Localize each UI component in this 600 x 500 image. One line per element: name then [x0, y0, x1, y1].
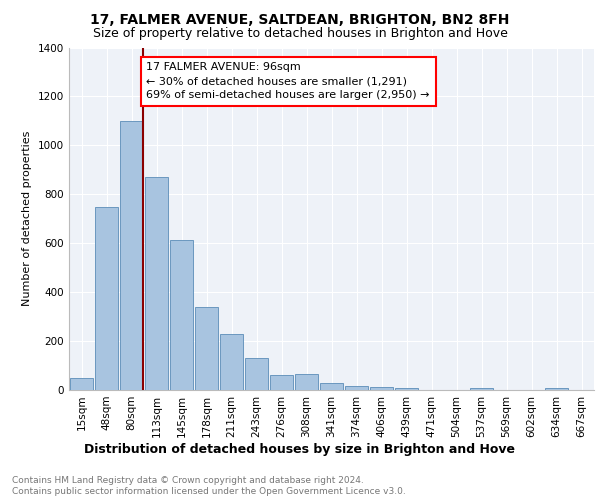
Bar: [270, 376, 293, 390]
Bar: [95, 206, 118, 390]
Text: Distribution of detached houses by size in Brighton and Hove: Distribution of detached houses by size …: [85, 442, 515, 456]
Bar: [370, 387, 393, 390]
Bar: [170, 240, 193, 390]
Text: Size of property relative to detached houses in Brighton and Hove: Size of property relative to detached ho…: [92, 28, 508, 40]
Bar: [295, 374, 318, 390]
Y-axis label: Number of detached properties: Number of detached properties: [22, 131, 32, 306]
Text: Contains public sector information licensed under the Open Government Licence v3: Contains public sector information licen…: [12, 487, 406, 496]
Bar: [120, 121, 143, 390]
Bar: [395, 388, 418, 390]
Bar: [245, 358, 268, 390]
Bar: [220, 334, 243, 390]
Text: Contains HM Land Registry data © Crown copyright and database right 2024.: Contains HM Land Registry data © Crown c…: [12, 476, 364, 485]
Bar: [545, 388, 568, 390]
Bar: [320, 384, 343, 390]
Text: 17 FALMER AVENUE: 96sqm
← 30% of detached houses are smaller (1,291)
69% of semi: 17 FALMER AVENUE: 96sqm ← 30% of detache…: [146, 62, 430, 100]
Bar: [195, 307, 218, 390]
Bar: [470, 388, 493, 390]
Bar: [345, 386, 368, 390]
Text: 17, FALMER AVENUE, SALTDEAN, BRIGHTON, BN2 8FH: 17, FALMER AVENUE, SALTDEAN, BRIGHTON, B…: [91, 12, 509, 26]
Bar: [145, 177, 168, 390]
Bar: [70, 378, 93, 390]
